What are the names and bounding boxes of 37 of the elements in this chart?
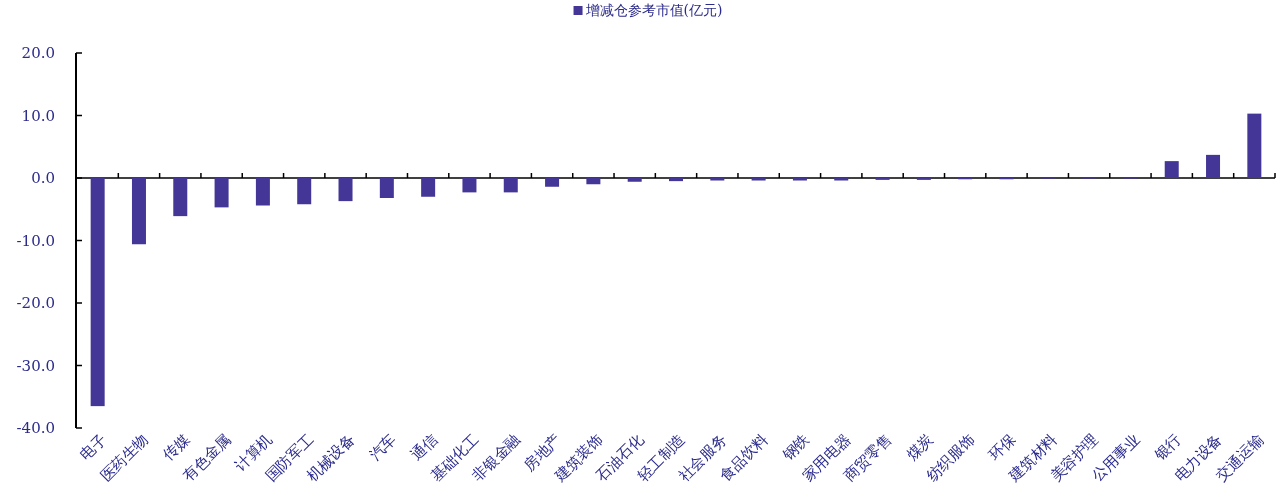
bar (834, 178, 849, 181)
bar (1164, 161, 1179, 178)
bar (792, 178, 807, 181)
y-tick-label: 0.0 (31, 169, 55, 187)
x-tick-label: 通信 (407, 430, 441, 465)
bar (751, 178, 766, 181)
bar (710, 178, 725, 181)
bar (379, 178, 394, 198)
bar (503, 178, 518, 193)
bar (1247, 113, 1262, 178)
bar (586, 178, 601, 185)
x-tick-label: 银行 (1149, 430, 1185, 465)
bar (338, 178, 353, 202)
bar (545, 178, 560, 187)
y-tick-label: -20.0 (16, 294, 55, 312)
bar (297, 178, 312, 205)
x-tick-label: 环保 (985, 430, 1020, 465)
x-tick-label: 传媒 (159, 430, 194, 465)
x-tick-label: 钢铁 (778, 430, 813, 465)
y-tick-label: -40.0 (16, 419, 55, 437)
y-tick-label: -10.0 (16, 231, 55, 250)
bar (255, 178, 270, 206)
y-tick-label: 10.0 (21, 106, 55, 125)
y-tick-label: -30.0 (16, 356, 55, 375)
bar (627, 178, 642, 182)
bar (669, 178, 683, 182)
y-tick-label: 20.0 (21, 44, 55, 62)
bar (214, 178, 229, 208)
legend: 增减仓参考市值(亿元) (573, 2, 723, 18)
bar (1206, 154, 1221, 178)
x-tick-label: 煤炭 (902, 430, 937, 465)
bar (131, 178, 146, 245)
bar (173, 178, 188, 217)
bar (421, 178, 436, 197)
x-tick-label: 汽车 (365, 430, 400, 465)
bar (462, 178, 477, 193)
bar (90, 178, 105, 407)
